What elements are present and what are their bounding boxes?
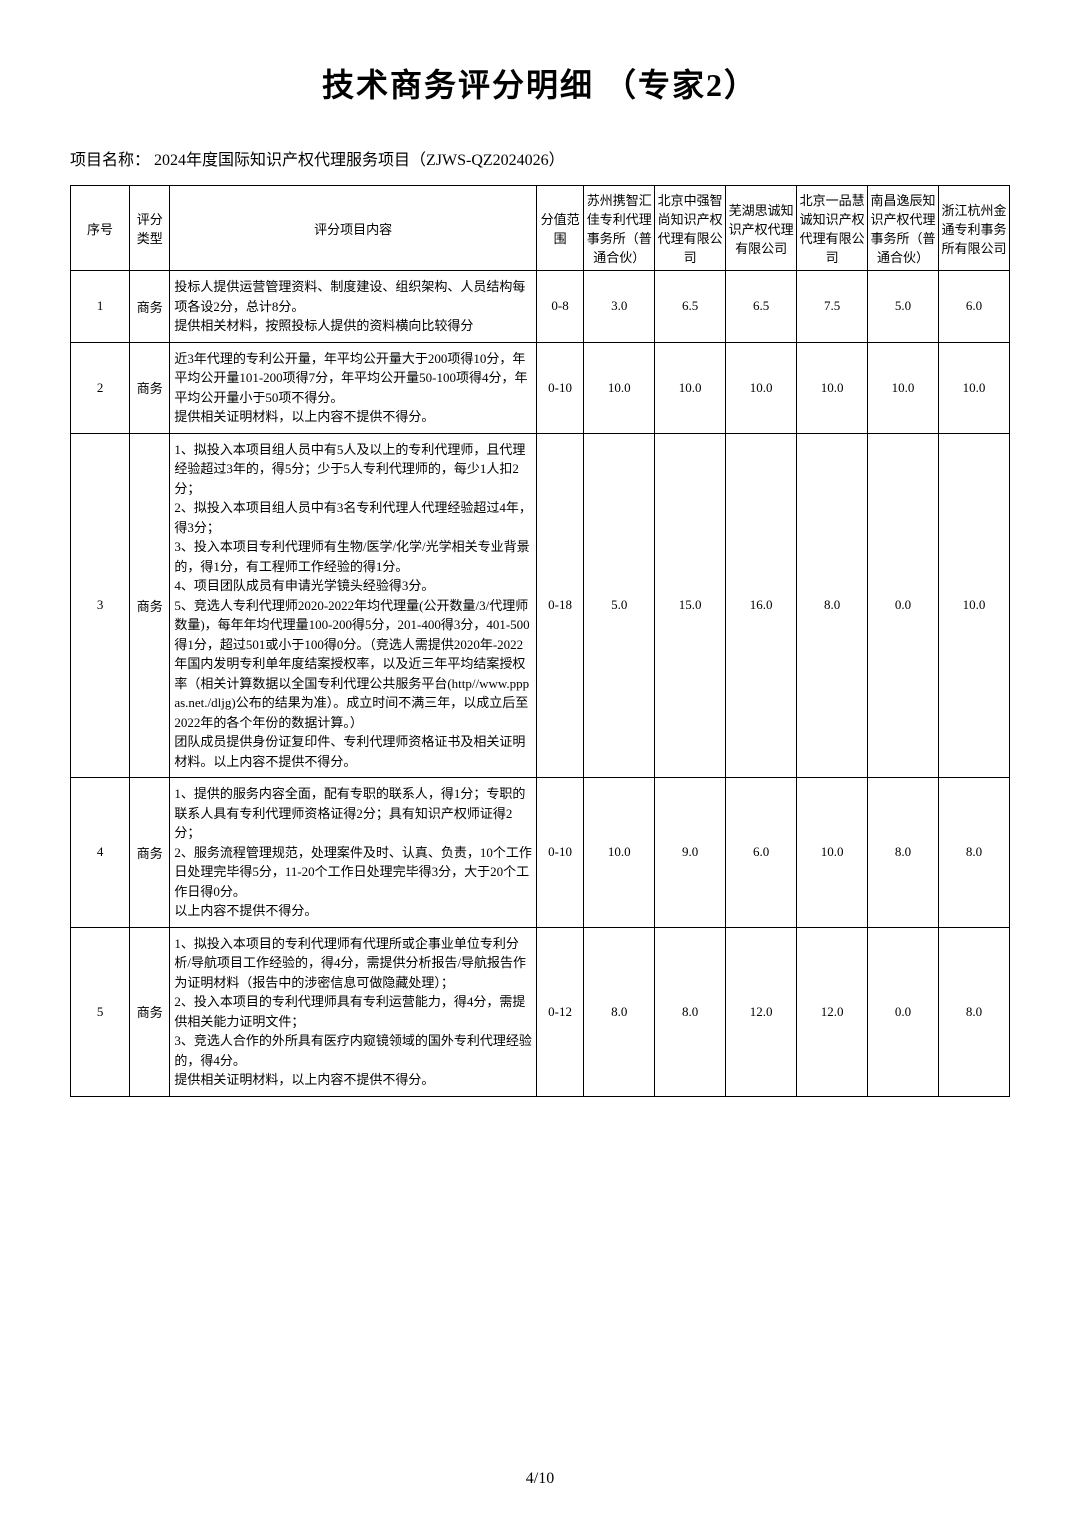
- cell-score: 0.0: [868, 927, 939, 1096]
- cell-range: 0-18: [536, 433, 583, 778]
- cell-score: 9.0: [655, 778, 726, 928]
- header-company-0: 苏州携智汇佳专利代理事务所（普通合伙）: [584, 186, 655, 271]
- cell-score: 10.0: [797, 342, 868, 433]
- header-company-5: 浙江杭州金通专利事务所有限公司: [939, 186, 1010, 271]
- cell-range: 0-12: [536, 927, 583, 1096]
- cell-score: 6.0: [939, 271, 1010, 343]
- cell-type: 商务: [130, 927, 170, 1096]
- table-row: 5商务1、拟投入本项目的专利代理师有代理所或企事业单位专利分析/导航项目工作经验…: [71, 927, 1010, 1096]
- header-company-2: 芜湖思诚知识产权代理有限公司: [726, 186, 797, 271]
- cell-seq: 5: [71, 927, 130, 1096]
- project-name: 2024年度国际知识产权代理服务项目（ZJWS-QZ2024026）: [154, 152, 565, 169]
- table-row: 4商务1、提供的服务内容全面，配有专职的联系人，得1分；专职的联系人具有专利代理…: [71, 778, 1010, 928]
- cell-content: 近3年代理的专利公开量，年平均公开量大于200项得10分，年平均公开量101-2…: [170, 342, 537, 433]
- cell-score: 10.0: [655, 342, 726, 433]
- cell-score: 10.0: [868, 342, 939, 433]
- cell-seq: 1: [71, 271, 130, 343]
- cell-score: 6.5: [655, 271, 726, 343]
- cell-score: 3.0: [584, 271, 655, 343]
- cell-score: 10.0: [939, 433, 1010, 778]
- cell-type: 商务: [130, 271, 170, 343]
- cell-score: 5.0: [584, 433, 655, 778]
- cell-range: 0-10: [536, 778, 583, 928]
- cell-score: 6.0: [726, 778, 797, 928]
- table-row: 3商务1、拟投入本项目组人员中有5人及以上的专利代理师，且代理经验超过3年的，得…: [71, 433, 1010, 778]
- cell-score: 6.5: [726, 271, 797, 343]
- cell-score: 10.0: [797, 778, 868, 928]
- cell-score: 10.0: [584, 778, 655, 928]
- header-company-4: 南昌逸辰知识产权代理事务所（普通合伙）: [868, 186, 939, 271]
- header-company-1: 北京中强智尚知识产权代理有限公司: [655, 186, 726, 271]
- cell-content: 1、提供的服务内容全面，配有专职的联系人，得1分；专职的联系人具有专利代理师资格…: [170, 778, 537, 928]
- header-type: 评分类型: [130, 186, 170, 271]
- cell-score: 8.0: [655, 927, 726, 1096]
- cell-score: 10.0: [939, 342, 1010, 433]
- cell-content: 投标人提供运营管理资料、制度建设、组织架构、人员结构每项各设2分，总计8分。 提…: [170, 271, 537, 343]
- cell-score: 10.0: [726, 342, 797, 433]
- scoring-table: 序号 评分类型 评分项目内容 分值范围 苏州携智汇佳专利代理事务所（普通合伙） …: [70, 185, 1010, 1097]
- cell-seq: 2: [71, 342, 130, 433]
- header-seq: 序号: [71, 186, 130, 271]
- cell-score: 8.0: [797, 433, 868, 778]
- cell-score: 7.5: [797, 271, 868, 343]
- cell-type: 商务: [130, 342, 170, 433]
- cell-score: 10.0: [584, 342, 655, 433]
- table-row: 2商务近3年代理的专利公开量，年平均公开量大于200项得10分，年平均公开量10…: [71, 342, 1010, 433]
- cell-score: 12.0: [797, 927, 868, 1096]
- cell-type: 商务: [130, 433, 170, 778]
- cell-score: 8.0: [939, 927, 1010, 1096]
- cell-score: 8.0: [584, 927, 655, 1096]
- page-title: 技术商务评分明细 （专家2）: [70, 60, 1010, 106]
- cell-range: 0-8: [536, 271, 583, 343]
- table-row: 1商务投标人提供运营管理资料、制度建设、组织架构、人员结构每项各设2分，总计8分…: [71, 271, 1010, 343]
- header-range: 分值范围: [536, 186, 583, 271]
- cell-range: 0-10: [536, 342, 583, 433]
- cell-seq: 4: [71, 778, 130, 928]
- cell-score: 16.0: [726, 433, 797, 778]
- cell-score: 5.0: [868, 271, 939, 343]
- project-name-line: 项目名称： 2024年度国际知识产权代理服务项目（ZJWS-QZ2024026）: [70, 146, 1010, 170]
- cell-type: 商务: [130, 778, 170, 928]
- header-content: 评分项目内容: [170, 186, 537, 271]
- header-company-3: 北京一品慧诚知识产权代理有限公司: [797, 186, 868, 271]
- page-footer: 4/10: [0, 1470, 1080, 1488]
- project-label: 项目名称：: [70, 152, 150, 169]
- cell-content: 1、拟投入本项目的专利代理师有代理所或企事业单位专利分析/导航项目工作经验的，得…: [170, 927, 537, 1096]
- table-header-row: 序号 评分类型 评分项目内容 分值范围 苏州携智汇佳专利代理事务所（普通合伙） …: [71, 186, 1010, 271]
- cell-score: 8.0: [939, 778, 1010, 928]
- cell-content: 1、拟投入本项目组人员中有5人及以上的专利代理师，且代理经验超过3年的，得5分；…: [170, 433, 537, 778]
- cell-score: 12.0: [726, 927, 797, 1096]
- cell-score: 15.0: [655, 433, 726, 778]
- cell-score: 0.0: [868, 433, 939, 778]
- cell-score: 8.0: [868, 778, 939, 928]
- cell-seq: 3: [71, 433, 130, 778]
